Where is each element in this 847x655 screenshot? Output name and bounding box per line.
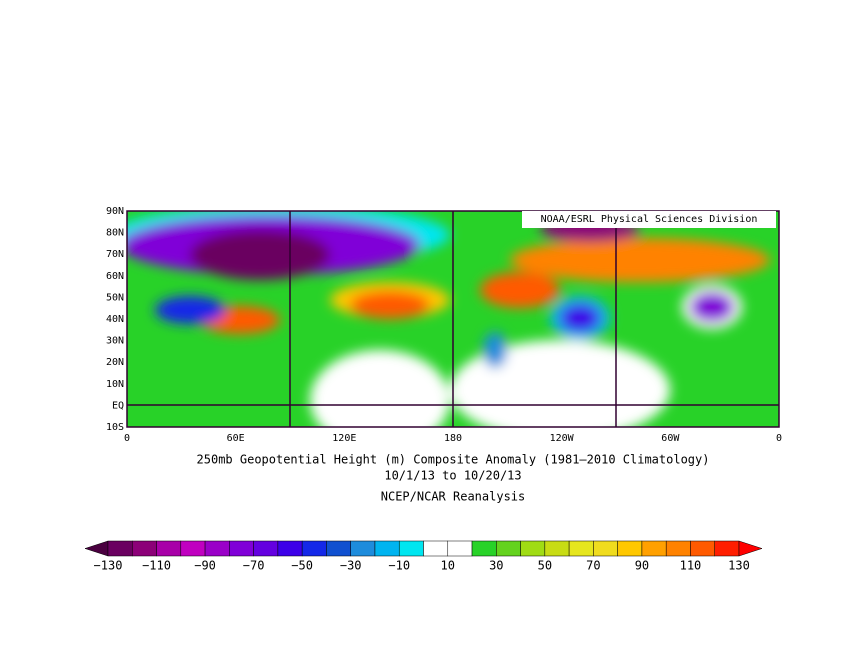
colorbar-label: 10 bbox=[441, 559, 455, 573]
dates: 10/1/13 to 10/20/13 bbox=[384, 469, 521, 483]
colorbar-box bbox=[156, 540, 182, 557]
colorbar-box bbox=[690, 540, 715, 557]
lon-label: 60W bbox=[661, 433, 680, 444]
lon-label: 0 bbox=[776, 433, 782, 444]
colorbar-label: −130 bbox=[94, 559, 123, 573]
colorbar-label: −110 bbox=[142, 559, 171, 573]
lon-label: 120E bbox=[332, 433, 356, 444]
lat-label: 50N bbox=[106, 292, 124, 303]
colorbar-box bbox=[665, 540, 691, 557]
colorbar-box bbox=[301, 540, 327, 557]
colorbar-box bbox=[180, 540, 206, 557]
colorbar-box bbox=[253, 540, 279, 557]
colorbar-label: −50 bbox=[291, 559, 313, 573]
colorbar-box bbox=[229, 540, 254, 557]
colorbar-box bbox=[204, 540, 230, 557]
colorbar-box bbox=[423, 540, 449, 557]
colorbar-label: 90 bbox=[635, 559, 649, 573]
source: NCEP/NCAR Reanalysis bbox=[381, 490, 526, 504]
colorbar-box bbox=[350, 540, 376, 557]
colorbar-box bbox=[132, 540, 157, 557]
lat-label: 80N bbox=[106, 228, 124, 239]
colorbar-label: −70 bbox=[243, 559, 265, 573]
lat-label: 20N bbox=[106, 357, 124, 368]
lon-label: 60E bbox=[227, 433, 245, 444]
lat-label: 90N bbox=[106, 206, 124, 217]
colorbar-label: −30 bbox=[340, 559, 362, 573]
colorbar-box bbox=[641, 540, 667, 557]
lat-label: 30N bbox=[106, 336, 124, 347]
colorbar-box bbox=[714, 540, 740, 557]
colorbar-label: −90 bbox=[194, 559, 216, 573]
colorbar-box bbox=[277, 540, 303, 557]
colorbar-box bbox=[568, 540, 594, 557]
colorbar-box bbox=[471, 540, 497, 557]
anomaly-field bbox=[127, 211, 779, 427]
colorbar-box bbox=[107, 540, 133, 557]
colorbar-label: 30 bbox=[489, 559, 503, 573]
lat-label: EQ bbox=[112, 400, 124, 411]
title: 250mb Geopotential Height (m) Composite … bbox=[197, 453, 710, 467]
lon-label: 180 bbox=[444, 433, 462, 444]
credit-box bbox=[522, 211, 776, 228]
colorbar-label: 110 bbox=[680, 559, 702, 573]
colorbar-box bbox=[398, 540, 424, 557]
colorbar-box bbox=[617, 540, 643, 557]
colorbar-label: 50 bbox=[538, 559, 552, 573]
colorbar-box bbox=[496, 540, 521, 557]
lat-label: 40N bbox=[106, 314, 124, 325]
colorbar-label: 70 bbox=[586, 559, 600, 573]
lat-label: 70N bbox=[106, 249, 124, 260]
lon-label: 120W bbox=[550, 433, 575, 444]
colorbar-box bbox=[544, 540, 570, 557]
colorbar-box bbox=[520, 540, 546, 557]
colorbar-label: −10 bbox=[388, 559, 410, 573]
colorbar-arrow bbox=[738, 540, 763, 557]
lat-label: 10S bbox=[106, 422, 124, 433]
lat-label: 60N bbox=[106, 271, 124, 282]
colorbar: −130 −110 −90 −70 −50 −30 −10 10 30 50 70 90 110 130 bbox=[84, 540, 763, 573]
lon-label: 0 bbox=[124, 433, 130, 444]
colorbar-box bbox=[593, 540, 618, 557]
map-frame bbox=[126, 210, 780, 428]
colorbar-box bbox=[447, 540, 473, 557]
lat-label: 10N bbox=[106, 379, 124, 390]
colorbar-arrow bbox=[84, 540, 109, 557]
colorbar-label: 130 bbox=[728, 559, 750, 573]
colorbar-box bbox=[374, 540, 400, 557]
colorbar-box bbox=[326, 540, 351, 557]
credit: NOAA/ESRL Physical Sciences Division bbox=[541, 214, 758, 225]
